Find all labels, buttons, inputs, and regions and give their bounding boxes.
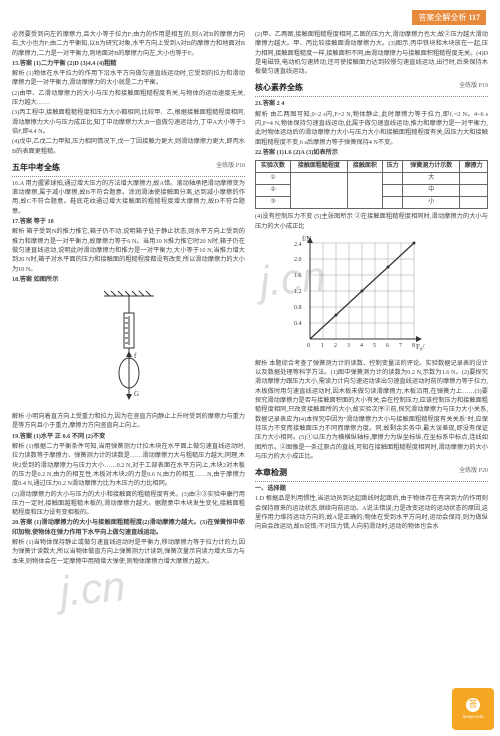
item-19: 19.答案 (1)水平 正 0.6 不同 (2)不变: [12, 432, 245, 441]
svg-text:2: 2: [334, 343, 337, 349]
item-18: 18.答案 如图所示: [12, 275, 245, 284]
svg-text:G: G: [134, 390, 139, 398]
svg-text:f: f: [134, 352, 137, 360]
badge-text: mxqe.com: [463, 714, 484, 721]
item-17-exp: 解析 箱子受到N的推力推它,箱子仍不动,说明箱子处于静止状态,则水平方向上受到的…: [12, 227, 245, 273]
para-top: (2)甲、乙两图,接触面粗糙程度相同,乙图的压力大,滑动摩擦力也大;故②压力越大…: [255, 30, 488, 76]
friction-chart: f/N F₀/N 0 1 2 3 4 5 6 7 8 0.4 0.8 1.2 1…: [285, 235, 425, 355]
sec3-sub: 一、选择题: [255, 484, 488, 493]
para: 必然要受到向左的摩擦力,且大小等于拉力F;由力的作用是相互的,则A对B的摩擦力向…: [12, 30, 245, 58]
item-20: 20.答案 (1)滑动摩擦力的大小与接触面粗糙程度(2)滑动摩擦力越大。(3)在…: [12, 518, 245, 537]
th: 压力: [382, 161, 403, 173]
table-row: ① 大: [256, 173, 488, 185]
item-20-exp: 解析 (1)当物体保持静止或做匀速直线运动时是平衡力,移动摩擦力等于拉力计的力,…: [12, 538, 245, 566]
item-22-4: (4)没有控制压力不变 (5)主张图所示 ②在接触面粗糙程度相同时,滑动摩擦力的…: [255, 212, 488, 231]
experiment-table: 实验次数 接触面粗糙程度 接触面积 压力 弹簧测力计示数 摩擦力 ① 大 ② 中: [255, 160, 488, 209]
svg-text:F₀/N: F₀/N: [416, 343, 425, 351]
item-18-exp: 解析 小明向着直方向上受重力和拉力,因为在竖直方向静止上升时受到的摩擦力与重力是…: [12, 412, 245, 431]
item-22: 22.答案 (1)1.6 (2)A (3)如表所示: [255, 148, 488, 157]
section-title-3: 本章检测 全练版 P20: [255, 467, 488, 482]
item-15-exp4: (4)戊中,乙戊二力甲知,压力相同情况下,戊一丁因接触力更大,则滑动摩擦力更大,…: [12, 137, 245, 156]
item-21: 21.答案 2 4: [255, 99, 488, 108]
th: 弹簧测力计示数: [403, 161, 460, 173]
item-19-exp: 解析 (1)根据二力平衡条件可知,当用弹簧测力计拉木块在水平面上做匀速直线运动时…: [12, 442, 245, 488]
section-ref: 全练版 P20: [459, 467, 488, 479]
item-21-exp: 解析 由乙两图可知,0~2 s内,F=2 N,物体静止,此时摩擦力等于拉力,即f…: [255, 110, 488, 147]
th: 接触面积: [347, 161, 382, 173]
section-title-text: 五年中考全练: [12, 162, 60, 174]
watermark-2: j.cn: [58, 557, 128, 621]
page-header: 答案全解全析 117: [412, 10, 486, 25]
corner-badge: 答 mxqe.com: [452, 688, 494, 730]
section-ref: 全练版 P19: [459, 82, 488, 94]
item-19-exp2: (2)滑动摩擦力的大小与压力的大小和接触面的粗糙程度有关。(3)由②③实验申康行…: [12, 490, 245, 518]
item-22-exp: 解析 本题综合考查了弹簧测力计的读数、控制变量法的评论。实验数据记录表的设计以及…: [255, 359, 488, 461]
svg-text:1.2: 1.2: [294, 289, 302, 295]
svg-text:0.8: 0.8: [294, 305, 302, 311]
item-15: 15.答案 (1)二力平衡 (2)D (3)4.4 (4)粗糙: [12, 59, 245, 68]
figure-spring: f G: [84, 288, 174, 408]
svg-text:1.6: 1.6: [294, 273, 302, 279]
svg-text:2.4: 2.4: [294, 242, 302, 248]
svg-text:4: 4: [360, 343, 363, 349]
item-15-exp: 解析 (1)物体在水平拉力的作用下沿水平方向做匀速直线运动时,它受到的拉力和滑动…: [12, 69, 245, 88]
content: 必然要受到向左的摩擦力,且大小等于拉力F;由力的作用是相互的,则A对B的摩擦力向…: [12, 30, 488, 567]
spring-diagram-svg: f G: [84, 288, 174, 408]
section-title-text: 本章检测: [255, 467, 287, 479]
section-title-2: 核心素养全练 全练版 P19: [255, 82, 488, 97]
th: 摩擦力: [460, 161, 488, 173]
table-header-row: 实验次数 接触面粗糙程度 接触面积 压力 弹簧测力计示数 摩擦力: [256, 161, 488, 173]
left-column: 必然要受到向左的摩擦力,且大小等于拉力F;由力的作用是相互的,则A对B的摩擦力向…: [12, 30, 245, 567]
svg-text:1: 1: [321, 343, 324, 349]
th: 实验次数: [256, 161, 291, 173]
item-15-exp3: (3)丙工程中,接触面粗糙程度和压力大小都相同,比较甲、乙,根据接触面粗糙程度相…: [12, 108, 245, 136]
svg-text:3: 3: [347, 343, 350, 349]
item-15-exp2: (2)由甲、乙滑动摩擦力的大小与压力和接触面粗糙程度有关,与物体的运动速度无关,…: [12, 89, 245, 108]
svg-text:5: 5: [373, 343, 376, 349]
badge-icon: 答: [466, 698, 480, 712]
svg-text:6: 6: [386, 343, 389, 349]
section-title-text: 核心素养全练: [255, 82, 303, 94]
svg-text:8: 8: [412, 343, 415, 349]
svg-text:0: 0: [307, 343, 310, 349]
item-17: 17.答案 等于 10: [12, 217, 245, 226]
page-number: 117: [468, 13, 480, 22]
svg-text:f/N: f/N: [302, 235, 311, 243]
section-ref: 全练版 P18: [216, 162, 245, 174]
svg-text:0.4: 0.4: [294, 321, 302, 327]
header-label: 答案全解全析: [418, 13, 466, 22]
right-column: (2)甲、乙两图,接触面粗糙程度相同,乙图的压力大,滑动摩擦力也大;故②压力越大…: [255, 30, 488, 567]
th: 接触面粗糙程度: [291, 161, 348, 173]
chart-svg: f/N F₀/N 0 1 2 3 4 5 6 7 8 0.4 0.8 1.2 1…: [285, 235, 425, 355]
item-16: 16.A 用力握紧球拍,通过增大压力的方法增大摩擦力,故A错。滚动轴承把滑动摩擦…: [12, 179, 245, 216]
svg-text:2.0: 2.0: [294, 257, 302, 263]
section-title-1: 五年中考全练 全练版 P18: [12, 162, 245, 177]
item-1d: 1.D 根据品是利用惯性,当运动员到达起跳线时起跳后,由于物体存在有突到力的作用…: [255, 494, 488, 531]
svg-text:7: 7: [399, 343, 402, 349]
